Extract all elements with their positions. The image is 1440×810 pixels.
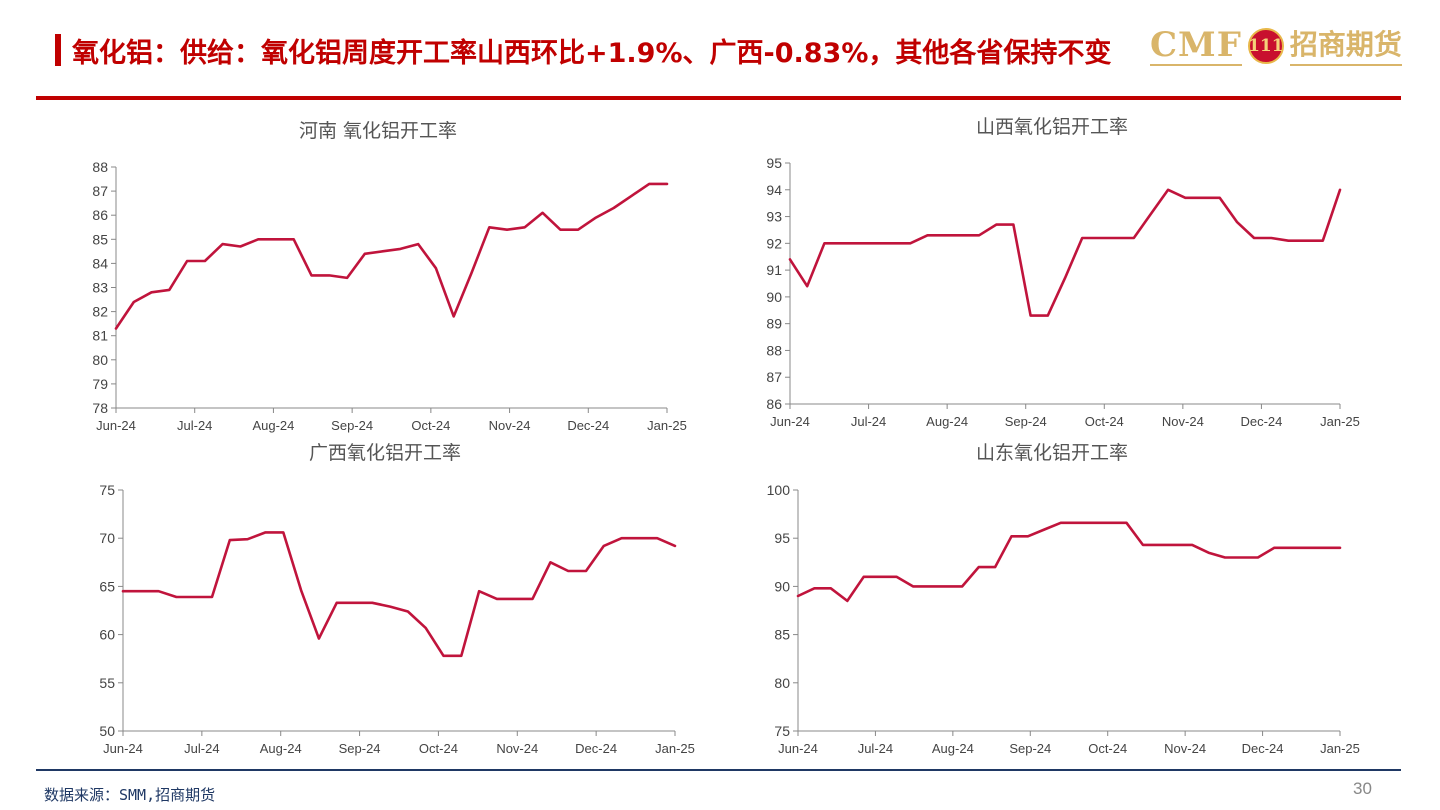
page-title: 氧化铝：供给：氧化铝周度开工率山西环比+1.9%、广西-0.83%，其他各省保持… bbox=[72, 38, 1112, 69]
x-tick-label: Jan-25 bbox=[1320, 741, 1360, 756]
logo-emblem-icon: 111 bbox=[1247, 28, 1284, 64]
y-tick-label: 50 bbox=[99, 723, 115, 739]
y-tick-label: 80 bbox=[774, 675, 790, 691]
x-tick-label: Jul-24 bbox=[177, 418, 212, 433]
x-tick-label: Oct-24 bbox=[1088, 741, 1127, 756]
x-tick-label: Nov-24 bbox=[496, 741, 538, 756]
x-tick-label: Jul-24 bbox=[851, 414, 886, 429]
x-tick-label: Oct-24 bbox=[419, 741, 458, 756]
x-tick-label: Dec-24 bbox=[567, 418, 609, 433]
x-tick-label: Jun-24 bbox=[103, 741, 143, 756]
y-tick-label: 88 bbox=[766, 342, 782, 358]
x-tick-label: Jun-24 bbox=[778, 741, 818, 756]
y-tick-label: 79 bbox=[92, 376, 108, 392]
chart-title-henan: 河南 氧化铝开工率 bbox=[298, 120, 458, 142]
x-tick-label: Sep-24 bbox=[331, 418, 373, 433]
y-tick-label: 93 bbox=[766, 209, 782, 225]
x-tick-label: Nov-24 bbox=[1162, 414, 1204, 429]
chart-title-shandong: 山东氧化铝开工率 bbox=[975, 442, 1129, 464]
chart-title-shanxi: 山西氧化铝开工率 bbox=[975, 116, 1129, 138]
y-tick-label: 78 bbox=[92, 400, 108, 416]
x-tick-label: Dec-24 bbox=[1240, 414, 1282, 429]
x-tick-label: Sep-24 bbox=[1005, 414, 1047, 429]
series-line bbox=[788, 188, 1342, 317]
x-tick-label: Dec-24 bbox=[1242, 741, 1284, 756]
x-tick-label: Jan-25 bbox=[1320, 414, 1360, 429]
chart-shanxi: 86 87 88 89 90 91 92 93 94 95 Jun-24 Jul-24 Aug-24 Se… bbox=[766, 155, 1359, 429]
y-tick-label: 86 bbox=[766, 396, 782, 412]
chart-henan: 78 79 80 81 82 83 84 85 86 87 88 Jun-24 Jul-24 Aug-24… bbox=[92, 159, 686, 433]
series-line bbox=[796, 521, 1342, 603]
page-number: 30 bbox=[1353, 779, 1372, 798]
y-tick-label: 90 bbox=[766, 289, 782, 305]
x-tick-label: Jul-24 bbox=[184, 741, 219, 756]
x-tick-label: Aug-24 bbox=[252, 418, 294, 433]
y-tick-label: 88 bbox=[92, 159, 108, 175]
x-tick-label: Aug-24 bbox=[260, 741, 302, 756]
series-line bbox=[121, 531, 677, 658]
brand-logo: CMF 111 招商期货 bbox=[1150, 26, 1402, 66]
y-tick-label: 80 bbox=[92, 352, 108, 368]
x-tick-label: Aug-24 bbox=[926, 414, 968, 429]
x-tick-label: Sep-24 bbox=[339, 741, 381, 756]
y-tick-label: 82 bbox=[92, 304, 108, 320]
y-tick-label: 65 bbox=[99, 578, 115, 594]
y-tick-label: 75 bbox=[774, 723, 790, 739]
x-tick-label: Jun-24 bbox=[96, 418, 136, 433]
title-accent-bar bbox=[55, 34, 61, 66]
x-tick-label: Jul-24 bbox=[858, 741, 893, 756]
x-tick-label: Dec-24 bbox=[575, 741, 617, 756]
y-tick-label: 70 bbox=[99, 530, 115, 546]
header-divider bbox=[36, 96, 1401, 100]
x-tick-label: Oct-24 bbox=[411, 418, 450, 433]
y-tick-label: 95 bbox=[766, 155, 782, 171]
series-line bbox=[114, 182, 669, 330]
y-tick-label: 94 bbox=[766, 182, 782, 198]
data-source-note: 数据来源：SMM,招商期货 bbox=[44, 786, 216, 804]
y-tick-label: 60 bbox=[99, 627, 115, 643]
x-tick-label: Jan-25 bbox=[647, 418, 687, 433]
y-tick-label: 85 bbox=[92, 231, 108, 247]
chart-guangxi: 50 55 60 65 70 75 Jun-24 Jul-24 Aug-24 Sep-24 Oct-… bbox=[99, 482, 694, 756]
y-tick-label: 95 bbox=[774, 530, 790, 546]
x-tick-label: Sep-24 bbox=[1009, 741, 1051, 756]
y-tick-label: 81 bbox=[92, 328, 108, 344]
x-tick-label: Oct-24 bbox=[1085, 414, 1124, 429]
y-tick-label: 75 bbox=[99, 482, 115, 498]
x-tick-label: Nov-24 bbox=[1164, 741, 1206, 756]
y-tick-label: 100 bbox=[767, 482, 791, 498]
chart-title-guangxi: 广西氧化铝开工率 bbox=[308, 442, 462, 464]
footer-divider bbox=[36, 769, 1401, 771]
y-tick-label: 91 bbox=[766, 262, 782, 278]
logo-cmf-text: CMF bbox=[1150, 25, 1242, 66]
y-tick-label: 55 bbox=[99, 675, 115, 691]
y-tick-label: 86 bbox=[92, 207, 108, 223]
y-tick-label: 87 bbox=[92, 183, 108, 199]
x-tick-label: Jan-25 bbox=[655, 741, 695, 756]
logo-company-name: 招商期货 bbox=[1289, 26, 1402, 66]
y-tick-label: 85 bbox=[774, 627, 790, 643]
x-tick-label: Nov-24 bbox=[489, 418, 531, 433]
y-tick-label: 83 bbox=[92, 280, 108, 296]
y-tick-label: 89 bbox=[766, 316, 782, 332]
y-tick-label: 92 bbox=[766, 235, 782, 251]
x-tick-label: Jun-24 bbox=[770, 414, 810, 429]
y-tick-label: 90 bbox=[774, 578, 790, 594]
y-tick-label: 87 bbox=[766, 369, 782, 385]
chart-shandong: 75 80 85 90 95 100 Jun-24 Jul-24 Aug-24 Sep-24 Oct… bbox=[767, 482, 1360, 756]
y-tick-label: 84 bbox=[92, 255, 108, 271]
x-tick-label: Aug-24 bbox=[932, 741, 974, 756]
